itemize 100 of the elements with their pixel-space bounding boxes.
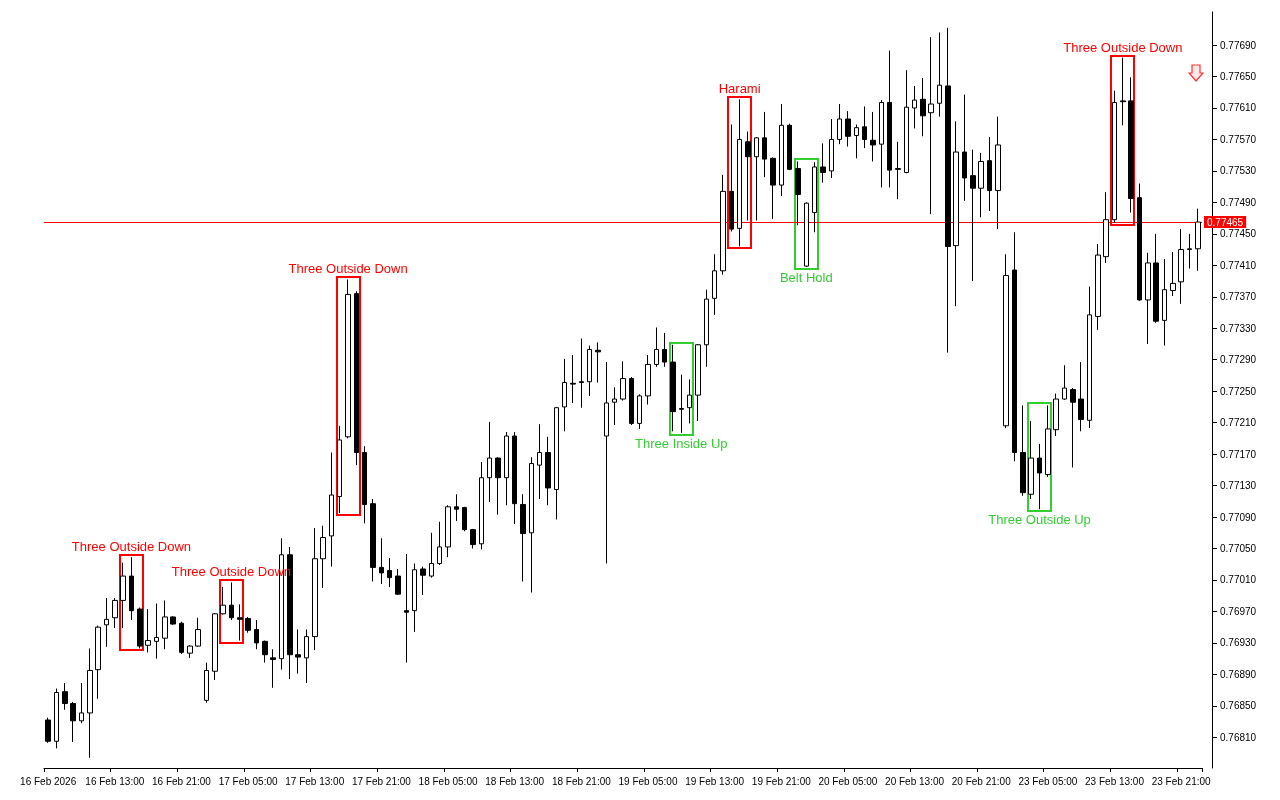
annotation: Three Outside Up	[988, 512, 1091, 528]
annotation: Three Inside Up	[635, 435, 728, 451]
candlestick	[754, 136, 759, 221]
x-tick-label: 17 Feb 13:00	[285, 775, 345, 787]
x-tick-label: 23 Feb 21:00	[1151, 775, 1212, 787]
candlestick	[337, 425, 342, 514]
y-tick-label: 0.76890	[1220, 668, 1257, 680]
candlestick	[54, 688, 59, 749]
candlestick	[470, 528, 476, 550]
x-tick-label: 17 Feb 21:00	[351, 775, 412, 787]
candlestick	[1012, 231, 1017, 462]
candlestick	[554, 406, 559, 520]
candlestick	[162, 599, 168, 650]
candlestick	[270, 648, 276, 689]
candlestick	[104, 597, 109, 648]
candlestick	[937, 31, 942, 118]
y-tick-label: 0.77130	[1220, 480, 1257, 492]
candlestick	[670, 344, 676, 432]
candlestick	[1037, 443, 1042, 510]
y-tick-label: 0.77170	[1220, 448, 1257, 460]
candlestick	[95, 625, 101, 700]
y-tick-label: 0.77650	[1220, 71, 1257, 83]
candlestick	[487, 421, 492, 503]
y-tick-label: 0.77370	[1220, 291, 1257, 303]
y-tick-label: 0.76810	[1220, 731, 1257, 743]
y-tick-label: 0.77210	[1220, 417, 1257, 429]
y-tick-label: 0.77610	[1220, 102, 1257, 114]
candlestick	[604, 361, 609, 564]
candlestick	[770, 157, 776, 220]
candlestick	[79, 682, 84, 724]
candlestick	[595, 341, 601, 384]
annotation: Harami	[718, 81, 761, 97]
candlestick	[620, 360, 626, 402]
candlestick	[1128, 76, 1134, 214]
x-tick-label: 16 Feb 13:00	[85, 775, 145, 787]
candlestick	[837, 103, 842, 145]
candlestick	[1170, 251, 1176, 297]
candlestick	[462, 506, 467, 532]
candlestick	[729, 124, 734, 232]
candlestick	[1120, 57, 1126, 126]
candlestick	[928, 36, 934, 215]
candlestick	[1137, 183, 1142, 302]
candlestick	[829, 118, 834, 179]
candlestick	[854, 124, 859, 159]
candlestick	[1112, 90, 1117, 224]
candlestick	[1195, 208, 1201, 272]
candlestick	[712, 253, 717, 316]
candlestick	[804, 201, 809, 268]
y-tick-label: 0.77690	[1220, 39, 1257, 51]
candlestick	[379, 537, 384, 585]
candlestick	[154, 603, 159, 660]
candlestick	[237, 603, 243, 642]
x-tick-label: 16 Feb 2026	[20, 775, 77, 787]
candlestick	[145, 608, 151, 653]
candlestick	[637, 393, 642, 430]
candlestick	[904, 69, 909, 174]
y-tick-label: 0.77530	[1220, 165, 1257, 177]
y-tick-label: 0.76850	[1220, 700, 1257, 712]
candlestick	[404, 553, 409, 664]
x-tick-label: 20 Feb 13:00	[885, 775, 945, 787]
candlestick	[1078, 361, 1084, 432]
candlestick	[1103, 191, 1109, 264]
candlestick	[87, 647, 93, 759]
candlestick	[512, 431, 517, 525]
candlestick	[220, 586, 226, 616]
candlestick	[429, 532, 434, 579]
candlestick	[745, 131, 751, 221]
candlestick	[737, 98, 742, 247]
candlestick	[187, 644, 193, 659]
candlestick	[387, 557, 392, 588]
candlestick	[212, 612, 218, 681]
candlestick	[1153, 233, 1159, 324]
candlestick	[1045, 404, 1051, 478]
candlestick	[329, 452, 334, 568]
x-tick-label: 23 Feb 05:00	[1018, 775, 1078, 787]
candlestick	[887, 50, 892, 188]
candlestick	[204, 662, 209, 704]
y-tick-label: 0.76930	[1220, 637, 1257, 649]
candlestick	[529, 456, 534, 594]
candlestick	[1028, 420, 1034, 500]
candlestick	[862, 105, 867, 149]
candlestick	[1070, 387, 1076, 468]
candlestick	[962, 94, 967, 202]
candlestick	[662, 332, 667, 368]
candlestick	[1087, 286, 1092, 429]
candlestick	[1053, 393, 1059, 437]
candlestick	[687, 378, 692, 424]
candlestick	[62, 682, 68, 711]
candlestick	[129, 556, 134, 621]
candlestick	[695, 343, 701, 422]
candlestick	[1145, 252, 1151, 345]
candlestick	[845, 110, 851, 148]
x-tick-label: 17 Feb 05:00	[218, 775, 279, 787]
candlestick	[679, 374, 684, 434]
candlestick	[370, 498, 376, 583]
y-tick-label: 0.77250	[1220, 385, 1257, 397]
candlestick	[312, 527, 318, 651]
candlestick	[120, 562, 126, 629]
candlestick	[304, 629, 309, 684]
candlestick	[262, 640, 268, 664]
